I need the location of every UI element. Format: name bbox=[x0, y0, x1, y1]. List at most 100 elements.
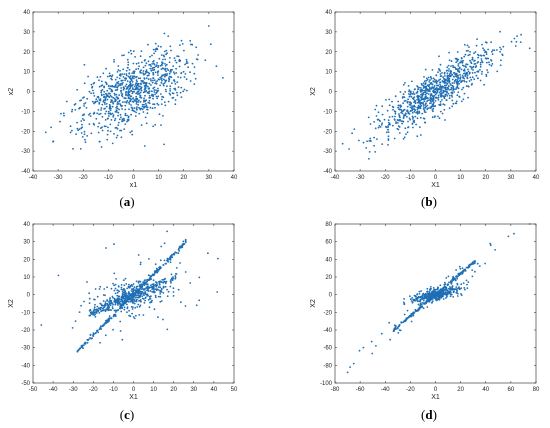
data-point bbox=[90, 313, 93, 315]
data-point bbox=[173, 253, 176, 255]
data-point bbox=[154, 93, 157, 96]
data-point bbox=[182, 242, 185, 245]
data-point bbox=[470, 68, 473, 70]
data-point bbox=[463, 43, 466, 46]
data-point bbox=[145, 89, 148, 92]
data-point bbox=[461, 272, 464, 275]
data-point bbox=[174, 87, 177, 90]
data-point bbox=[157, 70, 159, 73]
data-point bbox=[143, 59, 146, 62]
data-point bbox=[466, 76, 469, 79]
data-point bbox=[98, 288, 101, 290]
data-point bbox=[451, 82, 454, 84]
data-point bbox=[106, 304, 109, 307]
data-point bbox=[423, 89, 426, 92]
data-point bbox=[417, 308, 420, 311]
data-point bbox=[96, 329, 98, 332]
data-point bbox=[116, 76, 119, 79]
data-point bbox=[453, 76, 455, 78]
data-point bbox=[380, 123, 383, 126]
y-tick-label: 10 bbox=[23, 70, 30, 76]
data-point bbox=[450, 94, 453, 97]
data-point bbox=[146, 74, 149, 77]
data-point bbox=[134, 115, 137, 117]
data-point bbox=[82, 97, 84, 99]
data-point bbox=[431, 69, 434, 71]
data-point bbox=[131, 312, 134, 315]
data-point bbox=[443, 104, 446, 106]
data-point bbox=[125, 94, 127, 97]
data-point bbox=[130, 113, 133, 116]
data-point bbox=[465, 63, 468, 66]
data-point bbox=[153, 66, 156, 69]
data-point bbox=[145, 77, 148, 79]
data-point bbox=[93, 306, 96, 309]
data-point bbox=[432, 105, 435, 108]
data-point bbox=[369, 123, 372, 125]
data-point bbox=[459, 61, 462, 64]
data-point bbox=[140, 50, 143, 52]
data-point bbox=[152, 97, 154, 100]
data-point bbox=[117, 102, 120, 105]
data-point bbox=[131, 87, 134, 89]
data-point bbox=[473, 78, 476, 81]
data-point bbox=[419, 87, 422, 89]
data-point bbox=[443, 288, 446, 291]
data-point bbox=[183, 88, 186, 91]
data-point bbox=[77, 129, 80, 132]
data-point bbox=[97, 125, 99, 128]
data-point bbox=[162, 78, 165, 81]
data-point bbox=[120, 87, 122, 89]
data-point bbox=[165, 49, 168, 52]
data-point bbox=[420, 93, 422, 96]
data-point bbox=[153, 68, 156, 71]
data-point bbox=[481, 43, 483, 46]
data-point bbox=[119, 103, 122, 105]
data-point bbox=[466, 283, 468, 286]
data-point bbox=[438, 117, 441, 120]
x-tick-label: 40 bbox=[211, 387, 218, 393]
data-point bbox=[122, 101, 124, 104]
data-point bbox=[110, 317, 113, 319]
data-point bbox=[452, 296, 455, 298]
data-point bbox=[92, 335, 95, 337]
data-point bbox=[164, 63, 166, 65]
data-point bbox=[44, 131, 47, 134]
data-point bbox=[479, 65, 482, 68]
x-tick-label: 0 bbox=[434, 387, 438, 393]
data-point bbox=[443, 80, 445, 83]
data-point bbox=[113, 97, 116, 100]
data-point bbox=[152, 77, 154, 79]
data-point bbox=[404, 127, 407, 130]
data-point bbox=[114, 94, 116, 96]
data-point bbox=[395, 122, 397, 125]
data-point bbox=[137, 103, 140, 106]
data-point bbox=[460, 68, 463, 71]
data-point bbox=[485, 75, 488, 77]
data-point bbox=[507, 235, 510, 238]
data-point bbox=[194, 77, 197, 80]
data-point bbox=[207, 25, 210, 27]
data-point bbox=[174, 83, 177, 85]
data-point bbox=[467, 266, 470, 268]
data-point bbox=[419, 116, 422, 119]
data-point bbox=[135, 68, 138, 71]
data-point bbox=[163, 259, 166, 262]
scatter-panel-d: -80 -60 -40 -20 0 20 40 60 80-100-80-60-40-20020… bbox=[310, 222, 540, 401]
data-point bbox=[96, 308, 98, 310]
data-point bbox=[103, 95, 106, 98]
data-point bbox=[104, 98, 107, 101]
data-point bbox=[116, 86, 119, 89]
data-point bbox=[181, 43, 184, 45]
data-point bbox=[102, 324, 105, 326]
data-point bbox=[112, 114, 115, 117]
data-point bbox=[137, 77, 140, 80]
data-point bbox=[481, 61, 484, 64]
data-point bbox=[442, 292, 444, 295]
data-point bbox=[483, 83, 485, 86]
data-point bbox=[172, 71, 175, 73]
data-point bbox=[197, 54, 200, 56]
data-point bbox=[99, 99, 102, 102]
data-point bbox=[106, 98, 109, 101]
data-point bbox=[120, 286, 123, 289]
